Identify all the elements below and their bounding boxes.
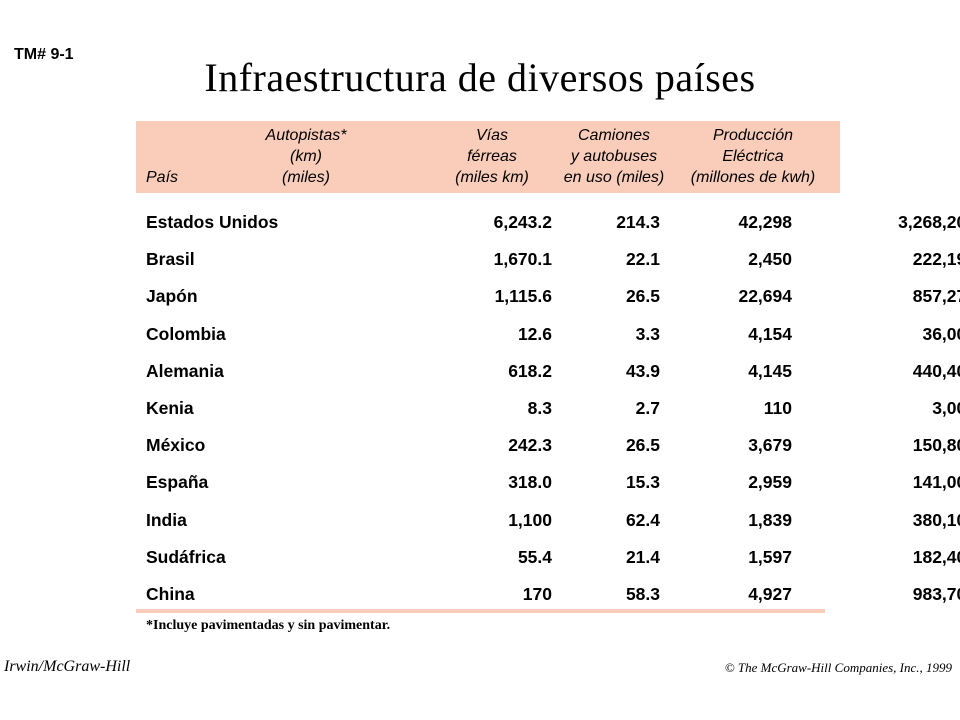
cell-country: Estados Unidos [146, 212, 279, 232]
cell-country: China [146, 583, 195, 604]
table-body: Estados Unidos 6,243.2 214.3 42,298 3,268,20… [136, 208, 960, 617]
cell-vias: 15.3 [625, 472, 660, 493]
cell-autopistas: 12.6 [517, 323, 552, 344]
cell-country: Alemania [146, 360, 224, 381]
cell-country: Kenia [146, 397, 194, 418]
cell-camiones: 4,154 [748, 323, 792, 344]
cell-country: Brasil [146, 249, 195, 270]
cell-country: España [146, 472, 209, 493]
cell-camiones: 1,839 [748, 509, 792, 530]
cell-vias: 22.1 [625, 249, 660, 270]
cell-produccion: 141,000 [912, 472, 960, 493]
slide-number-label: TM# 9-1 [14, 46, 74, 63]
cell-autopistas: 170 [522, 583, 552, 604]
table-row: Kenia 8.3 2.7 110 3,000 [136, 394, 960, 431]
cell-produccion: 983,700 [912, 583, 960, 604]
table-row: Brasil 1,670.1 22.1 2,450 222,195 [136, 245, 960, 282]
cell-camiones: 110 [763, 397, 792, 418]
table-row: México 242.3 26.5 3,679 150,800 [136, 431, 960, 468]
cell-camiones: 3,679 [748, 435, 792, 456]
cell-camiones: 2,959 [748, 472, 792, 493]
cell-camiones: 4,145 [748, 360, 792, 381]
cell-country: Japón [146, 286, 198, 307]
cell-camiones: 22,694 [738, 286, 792, 307]
cell-vias: 43.9 [625, 360, 660, 381]
table-row: España 318.0 15.3 2,959 141,000 [136, 468, 960, 505]
table-row: Estados Unidos 6,243.2 214.3 42,298 3,268,20… [136, 208, 960, 245]
cell-produccion: 3,268,200 [898, 212, 960, 232]
footnote: *Incluye pavimentadas y sin pavimentar. [146, 618, 391, 633]
cell-country: India [146, 509, 187, 530]
cell-vias: 21.4 [625, 546, 660, 567]
header-produccion: Producción Eléctrica (millones de kwh) [690, 127, 816, 186]
cell-autopistas: 6,243.2 [493, 212, 552, 232]
cell-vias: 3.3 [635, 323, 660, 344]
cell-country: México [146, 435, 206, 456]
header-camiones: Camiones y autobuses en uso (miles) [563, 127, 665, 186]
cell-produccion: 222,195 [912, 249, 960, 270]
cell-camiones: 42,298 [738, 212, 792, 232]
cell-camiones: 4,927 [748, 583, 792, 604]
table-header: País Autopistas* (km) (miles) Vías férre… [136, 121, 840, 193]
cell-autopistas: 242.3 [508, 435, 552, 456]
table-row: India 1,100 62.4 1,839 380,100 [136, 506, 960, 543]
cell-country: Colombia [146, 323, 226, 344]
cell-vias: 214.3 [616, 212, 660, 232]
cell-autopistas: 8.3 [527, 397, 552, 418]
cell-produccion: 380,100 [912, 509, 960, 530]
cell-autopistas: 618.2 [508, 360, 552, 381]
cell-produccion: 3,000 [932, 397, 960, 418]
header-vias: Vías férreas (miles km) [455, 127, 529, 186]
cell-vias: 2.7 [635, 397, 660, 418]
cell-produccion: 857,273 [912, 286, 960, 307]
cell-vias: 26.5 [625, 286, 660, 307]
cell-camiones: 2,450 [748, 249, 792, 270]
cell-produccion: 440,400 [912, 360, 960, 381]
page-title: Infraestructura de diversos países [204, 55, 756, 100]
cell-camiones: 1,597 [748, 546, 792, 567]
copyright-label: © The McGraw-Hill Companies, Inc., 1999 [724, 660, 952, 675]
cell-produccion: 36,000 [922, 323, 960, 344]
table-row: Colombia 12.6 3.3 4,154 36,000 [136, 320, 960, 357]
table-row: Japón 1,115.6 26.5 22,694 857,273 [136, 282, 960, 319]
cell-autopistas: 318.0 [508, 472, 552, 493]
header-pais: País [146, 169, 179, 186]
cell-autopistas: 1,670.1 [493, 249, 552, 270]
publisher-label: Irwin/McGraw-Hill [4, 658, 131, 675]
cell-autopistas: 1,100 [508, 509, 552, 530]
cell-autopistas: 55.4 [517, 546, 552, 567]
cell-produccion: 150,800 [912, 435, 960, 456]
table-row: Sudáfrica 55.4 21.4 1,597 182,400 [136, 543, 960, 580]
cell-vias: 26.5 [625, 435, 660, 456]
cell-vias: 58.3 [625, 583, 660, 604]
table-row: China 170 58.3 4,927 983,700 [136, 580, 960, 617]
header-autopistas: Autopistas* (km) (miles) [265, 127, 347, 186]
table-bottom-rule [136, 609, 825, 613]
table-row: Alemania 618.2 43.9 4,145 440,400 [136, 357, 960, 394]
cell-vias: 62.4 [625, 509, 660, 530]
cell-country: Sudáfrica [146, 546, 226, 567]
cell-autopistas: 1,115.6 [494, 286, 552, 307]
cell-produccion: 182,400 [912, 546, 960, 567]
